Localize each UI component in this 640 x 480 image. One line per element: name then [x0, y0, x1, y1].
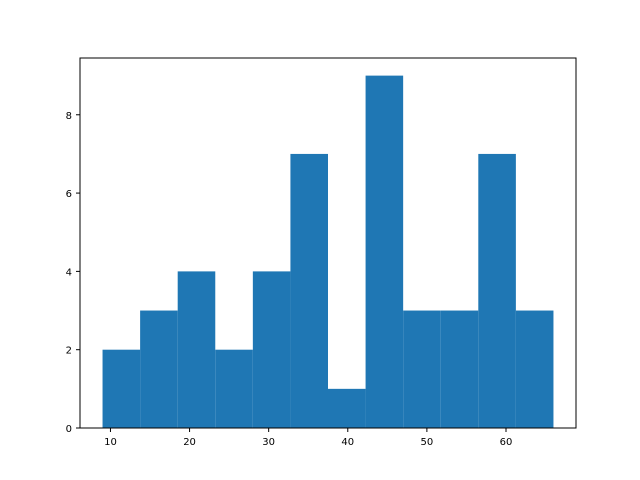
histogram-bar-7 [365, 75, 404, 428]
histogram-bar-9 [440, 310, 479, 428]
histogram-bar-4 [252, 271, 291, 428]
y-axis-ticks: 0 2 4 6 8 [66, 111, 80, 435]
y-tick-label: 2 [66, 346, 72, 357]
histogram-bar-11 [515, 310, 554, 428]
histogram-bar-3 [215, 349, 253, 428]
histogram-bar-2 [177, 271, 216, 428]
y-tick-label: 4 [66, 267, 72, 278]
histogram-bar-10 [478, 153, 516, 429]
x-tick-label: 30 [262, 437, 275, 448]
plot-frame [79, 57, 577, 429]
x-tick-label: 10 [104, 437, 117, 448]
x-tick-label: 40 [341, 437, 354, 448]
bars-group [102, 75, 554, 429]
x-tick-label: 60 [500, 437, 513, 448]
y-tick-label: 8 [66, 111, 72, 122]
histogram-bar-8 [403, 310, 441, 428]
y-tick-label: 6 [66, 189, 72, 200]
histogram-bar-1 [140, 310, 178, 428]
histogram-bar-6 [328, 388, 366, 428]
histogram-bar-0 [102, 349, 141, 428]
x-tick-label: 50 [421, 437, 434, 448]
x-tick-label: 20 [183, 437, 196, 448]
y-tick-label: 0 [66, 424, 72, 435]
x-axis-ticks: 10 20 30 40 50 60 [104, 428, 512, 448]
histogram-bar-5 [290, 153, 328, 429]
